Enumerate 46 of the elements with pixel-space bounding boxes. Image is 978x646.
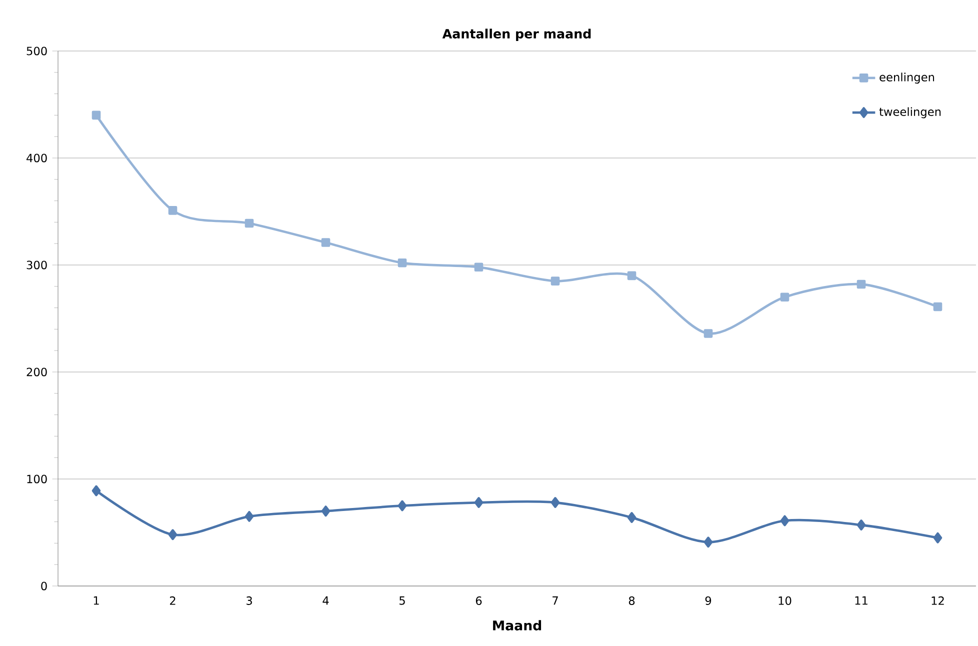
- x-tick-label: 6: [476, 596, 482, 605]
- y-tick-label: 400: [26, 154, 47, 162]
- point: [780, 292, 790, 302]
- point: [321, 506, 330, 517]
- point: [474, 262, 484, 272]
- point: [856, 520, 866, 530]
- point: [550, 276, 560, 286]
- point: [321, 238, 330, 247]
- x-tick-label: 2: [170, 596, 176, 605]
- x-tick-label: 10: [778, 596, 792, 605]
- point: [550, 497, 560, 508]
- x-tick-label: 1: [94, 596, 99, 605]
- y-tick-label: 100: [27, 474, 47, 484]
- point: [933, 302, 942, 312]
- chart-title: Aantallen per maand: [442, 28, 591, 41]
- x-tick-label: 12: [932, 596, 944, 605]
- point: [704, 329, 713, 338]
- point: [704, 536, 713, 548]
- point: [933, 532, 942, 544]
- point: [92, 485, 101, 496]
- point: [474, 497, 484, 508]
- x-tick-label: 11: [855, 596, 868, 605]
- x-tick-label: 7: [552, 596, 558, 605]
- legend-label: eenlingen: [880, 72, 934, 84]
- point: [92, 110, 101, 120]
- point: [398, 500, 407, 512]
- x-tick-label: 3: [246, 596, 252, 605]
- point: [244, 218, 254, 228]
- y-tick-label: 200: [26, 368, 47, 376]
- y-tick-label: 300: [26, 260, 47, 270]
- point: [856, 280, 866, 289]
- point: [627, 512, 636, 523]
- x-tick-label: 4: [322, 596, 329, 605]
- y-tick-label: 500: [26, 46, 47, 56]
- legend-label: tweelingen: [879, 107, 941, 118]
- point: [627, 271, 636, 280]
- y-tick-label: 0: [41, 582, 47, 590]
- x-tick-label: 5: [400, 596, 405, 605]
- point: [398, 258, 407, 268]
- x-axis-title: Maand: [493, 620, 542, 630]
- x-tick-label: 9: [705, 596, 712, 605]
- x-tick-label: 8: [628, 596, 635, 605]
- point: [168, 206, 178, 215]
- point: [244, 510, 254, 522]
- point: [780, 515, 790, 526]
- point: [168, 529, 178, 540]
